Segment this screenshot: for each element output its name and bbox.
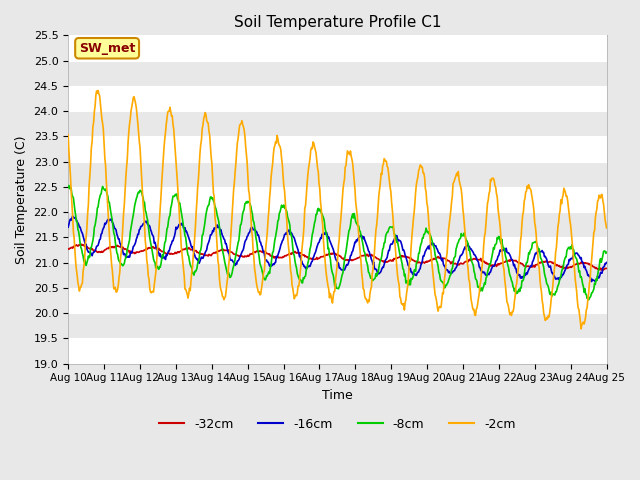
- -2cm: [74, 279, 82, 285]
- Text: SW_met: SW_met: [79, 42, 135, 55]
- -8cm: [64, 184, 72, 190]
- -2cm: [94, 88, 102, 94]
- -8cm: [130, 207, 138, 213]
- -32cm: [130, 250, 138, 255]
- Line: -2cm: -2cm: [68, 91, 607, 329]
- -16cm: [75, 221, 83, 227]
- Bar: [68, 60, 607, 86]
- -8cm: [75, 228, 83, 234]
- -16cm: [130, 243, 138, 249]
- Bar: [68, 212, 607, 238]
- X-axis label: Time: Time: [322, 389, 353, 402]
- -16cm: [185, 235, 193, 240]
- Bar: [68, 111, 607, 136]
- -2cm: [213, 244, 221, 250]
- Line: -16cm: -16cm: [68, 216, 607, 282]
- -16cm: [213, 222, 221, 228]
- -8cm: [419, 235, 427, 241]
- -16cm: [69, 213, 77, 219]
- -32cm: [74, 243, 82, 249]
- -16cm: [64, 224, 72, 230]
- -2cm: [130, 94, 138, 100]
- Bar: [68, 338, 607, 364]
- -2cm: [419, 170, 427, 176]
- -8cm: [65, 182, 73, 188]
- Bar: [68, 238, 607, 263]
- Y-axis label: Soil Temperature (C): Soil Temperature (C): [15, 135, 28, 264]
- -32cm: [599, 268, 607, 274]
- -16cm: [404, 259, 412, 265]
- -8cm: [185, 253, 193, 259]
- Title: Soil Temperature Profile C1: Soil Temperature Profile C1: [234, 15, 441, 30]
- -32cm: [603, 265, 611, 271]
- -2cm: [64, 132, 72, 138]
- Legend: -32cm, -16cm, -8cm, -2cm: -32cm, -16cm, -8cm, -2cm: [154, 413, 521, 436]
- -32cm: [78, 241, 86, 247]
- -16cm: [419, 253, 427, 259]
- Bar: [68, 313, 607, 338]
- Bar: [68, 187, 607, 212]
- -8cm: [404, 280, 412, 286]
- -2cm: [404, 286, 412, 291]
- -2cm: [603, 225, 611, 231]
- -16cm: [591, 279, 599, 285]
- -8cm: [213, 212, 221, 218]
- -32cm: [64, 246, 72, 252]
- -8cm: [585, 297, 593, 303]
- -32cm: [419, 259, 427, 265]
- Bar: [68, 263, 607, 288]
- Bar: [68, 36, 607, 60]
- -8cm: [603, 250, 611, 255]
- Bar: [68, 162, 607, 187]
- -16cm: [603, 260, 611, 265]
- -32cm: [213, 249, 221, 254]
- -32cm: [185, 245, 193, 251]
- -2cm: [577, 326, 585, 332]
- Bar: [68, 288, 607, 313]
- -32cm: [404, 254, 412, 260]
- Line: -32cm: -32cm: [68, 244, 607, 271]
- Line: -8cm: -8cm: [68, 185, 607, 300]
- -2cm: [185, 291, 193, 297]
- Bar: [68, 86, 607, 111]
- Bar: [68, 136, 607, 162]
